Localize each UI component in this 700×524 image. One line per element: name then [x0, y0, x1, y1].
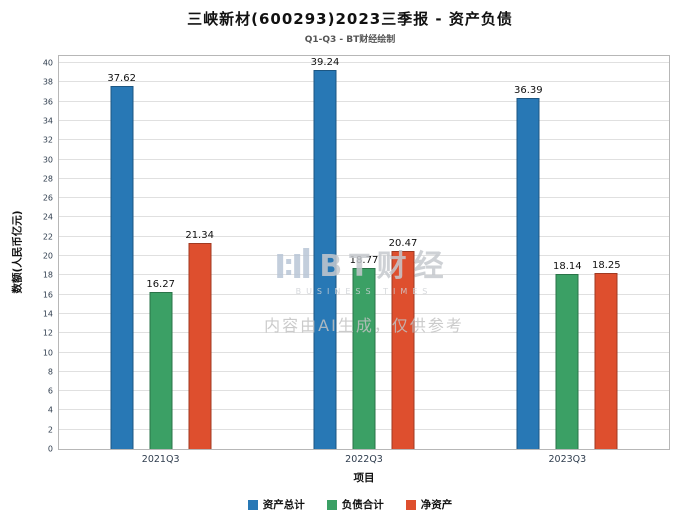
chart-title: 三峡新材(600293)2023三季报 - 资产负债 [187, 10, 513, 28]
legend-swatch [326, 499, 337, 510]
bar-value-label: 36.39 [514, 84, 543, 96]
y-tick-label: 20 [42, 251, 53, 261]
y-tick-label: 24 [42, 212, 53, 222]
bar-group: 37.62 16.27 21.34 [107, 56, 214, 449]
x-axis-label: 项目 [353, 472, 375, 484]
gridline [59, 81, 669, 83]
gridline [59, 100, 669, 102]
bar-value-label: 37.62 [107, 72, 136, 84]
bar [594, 272, 618, 449]
y-tick-label: 34 [42, 116, 53, 126]
legend-swatch [405, 499, 416, 510]
y-tick-label: 28 [42, 174, 53, 184]
bar-wrap: 39.24 [310, 56, 340, 449]
bar-wrap: 16.27 [146, 56, 175, 449]
x-category-label: 2022Q3 [345, 454, 383, 465]
bar-wrap: 18.77 [349, 56, 379, 449]
bar [188, 243, 212, 449]
bar [149, 292, 173, 449]
legend-item: 负债合计 [326, 497, 384, 512]
bar-value-label: 20.47 [388, 238, 418, 250]
x-category-label: 2023Q3 [548, 454, 587, 465]
bar-wrap: 20.47 [388, 56, 418, 449]
bar-wrap: 18.14 [553, 56, 582, 449]
bar-wrap: 37.62 [107, 56, 136, 449]
bar [555, 273, 579, 449]
legend: 资产总计 负债合计 净资产 [0, 497, 700, 512]
legend-swatch [247, 499, 258, 510]
bar-value-label: 21.34 [185, 230, 214, 242]
bar-value-label: 18.25 [592, 259, 621, 271]
y-tick-label: 4 [47, 405, 53, 415]
y-tick-label: 38 [42, 77, 53, 87]
y-tick-label: 18 [42, 270, 53, 280]
legend-label: 资产总计 [262, 499, 305, 511]
y-axis-label: 数额(人民币亿元) [11, 210, 24, 294]
y-tick-label: 6 [47, 386, 53, 396]
y-tick-label: 32 [42, 135, 53, 145]
bar-group: 36.39 18.14 18.25 [514, 56, 621, 449]
y-tick-label: 8 [47, 367, 53, 377]
y-tick-label: 26 [42, 193, 53, 203]
legend-item: 资产总计 [247, 497, 305, 512]
bar [313, 70, 337, 449]
gridline [59, 62, 669, 63]
bar-wrap: 21.34 [185, 56, 214, 449]
gridline [59, 158, 669, 160]
chart-subtitle: Q1-Q3 - BT财经绘制 [304, 35, 396, 45]
y-tick-label: 30 [42, 155, 53, 164]
bar-wrap: 36.39 [514, 56, 543, 449]
bar-wrap: 18.25 [592, 56, 621, 449]
bar-value-label: 18.77 [349, 254, 379, 266]
gridline [59, 235, 669, 237]
bar-value-label: 18.14 [553, 260, 582, 272]
bar [110, 85, 134, 449]
y-tick-label: 40 [42, 58, 53, 68]
bar-value-label: 16.27 [146, 279, 175, 290]
y-tick-label: 12 [42, 328, 53, 338]
bar-group: 39.24 18.77 20.47 [310, 56, 418, 449]
gridline [59, 216, 669, 218]
x-category-label: 2021Q3 [141, 454, 180, 465]
y-tick-label: 14 [42, 309, 53, 319]
y-tick-label: 2 [47, 425, 53, 435]
legend-label: 净资产 [420, 499, 453, 511]
gridline [59, 139, 669, 141]
bar [391, 251, 415, 449]
y-tick-label: 16 [42, 290, 53, 300]
legend-item: 净资产 [405, 497, 453, 512]
y-tick-label: 22 [42, 232, 53, 242]
plot-area: BT财经 BUSINESS TIMES 内容由AI生成，仅供参考 0 2 4 6 8 10… [43, 55, 670, 465]
gridline [59, 255, 669, 256]
y-tick-label: 0 [47, 444, 53, 454]
legend-label: 负债合计 [341, 499, 384, 511]
y-tick-label: 10 [42, 348, 53, 357]
gridline [59, 119, 669, 121]
bar [516, 97, 540, 449]
y-tick-label: 36 [42, 97, 53, 107]
bar [352, 267, 376, 449]
gridline [59, 197, 669, 199]
gridline [59, 177, 669, 179]
bar-value-label: 39.24 [310, 57, 340, 69]
